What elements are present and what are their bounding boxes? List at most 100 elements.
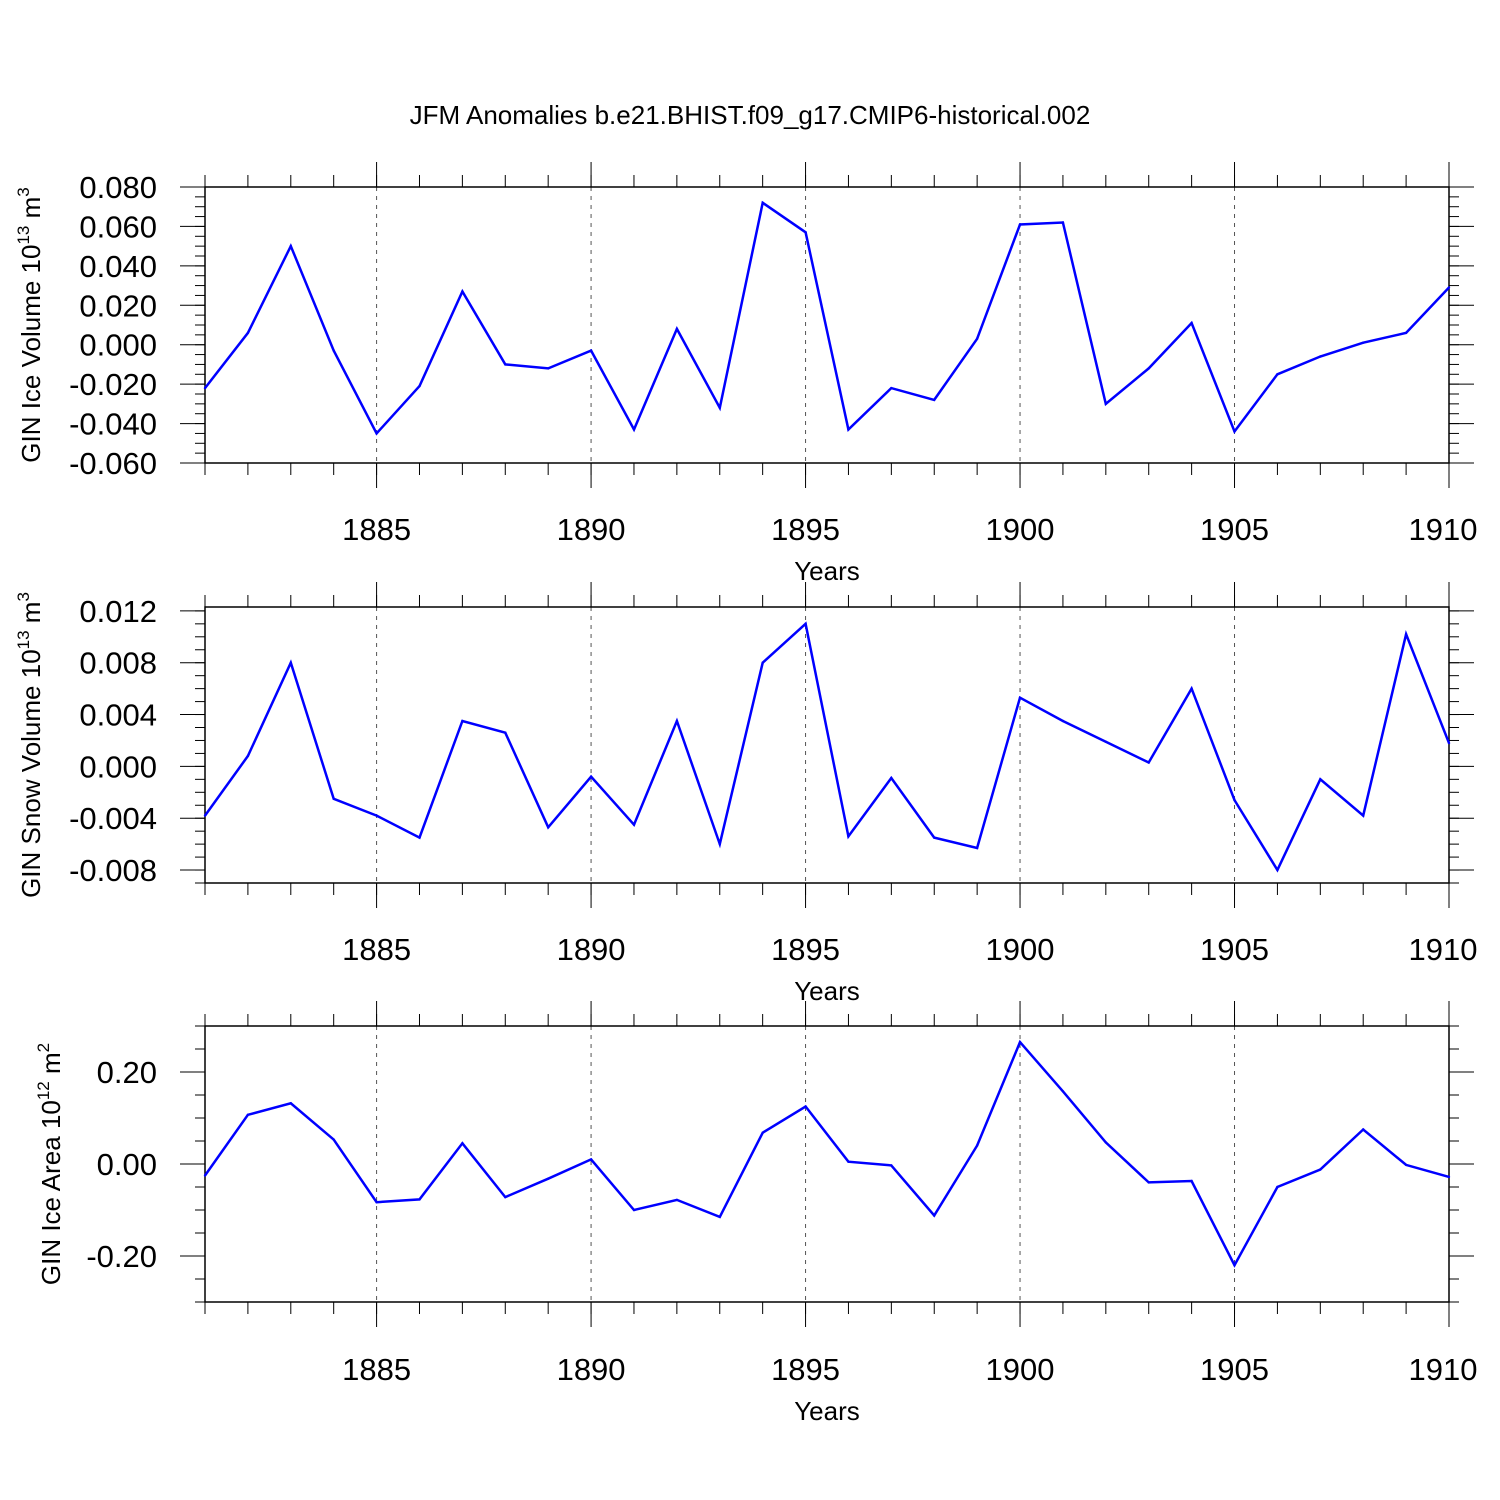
ice-volume-y-tick-label: 0.040 xyxy=(79,249,157,284)
ice-volume-x-tick-label: 1895 xyxy=(771,512,840,547)
ice-area-y-axis-title-unit-exponent: 2 xyxy=(34,1043,53,1052)
snow-volume-y-tick-label: 0.004 xyxy=(79,698,157,733)
ice-volume-x-tick-label: 1910 xyxy=(1409,512,1478,547)
ice-area-y-axis-title-unit: m xyxy=(36,1052,66,1081)
snow-volume-data-point-1908 xyxy=(1362,814,1365,817)
snow-volume-data-point-1886 xyxy=(418,836,421,839)
ice-volume-data-point-1905 xyxy=(1233,430,1236,433)
ice-volume-y-tick-label: 0.020 xyxy=(79,288,157,323)
ice-volume-data-point-1894 xyxy=(761,201,764,204)
ice-volume-data-point-1891 xyxy=(632,428,636,431)
snow-volume-data-point-1883 xyxy=(289,661,292,664)
ice-area-x-tick-label: 1895 xyxy=(771,1352,840,1387)
ice-area-data-point-1908 xyxy=(1362,1128,1365,1131)
ice-volume-y-tick-label: -0.020 xyxy=(69,367,157,402)
ice-area-data-point-1909 xyxy=(1404,1163,1408,1167)
ice-area-y-axis-title: GIN Ice Area 1012 m2 xyxy=(34,1043,66,1285)
ice-area-data-point-1884 xyxy=(332,1138,335,1141)
snow-volume-data-point-1897 xyxy=(890,776,893,780)
ice-area-y-tick-label: 0.20 xyxy=(97,1055,157,1090)
ice-area-data-point-1901 xyxy=(1061,1090,1065,1093)
ice-area-data-point-1890 xyxy=(589,1158,593,1161)
ice-volume-data-point-1898 xyxy=(933,398,936,402)
snow-volume-y-axis-title-text: GIN Snow Volume 10 xyxy=(16,649,46,898)
snow-volume-x-tick-label: 1910 xyxy=(1409,932,1478,967)
ice-volume-y-axis-title-unit: m xyxy=(16,197,46,226)
ice-volume-data-point-1883 xyxy=(289,244,292,248)
ice-area-x-tick-label: 1905 xyxy=(1200,1352,1269,1387)
snow-volume-data-point-1891 xyxy=(632,823,636,826)
snow-volume-y-tick-label: 0.008 xyxy=(79,646,157,681)
snow-volume-data-point-1888 xyxy=(504,731,507,734)
ice-volume-y-axis-title-text: GIN Ice Volume 10 xyxy=(16,245,46,463)
ice-area-data-point-1887 xyxy=(461,1142,464,1145)
ice-area-x-axis-title: Years xyxy=(794,1396,860,1426)
snow-volume-y-tick-label: -0.008 xyxy=(69,853,157,888)
snow-volume-data-point-1881 xyxy=(203,814,207,817)
snow-volume-data-point-1884 xyxy=(332,797,335,800)
snow-volume-y-tick-label: -0.004 xyxy=(69,801,157,836)
ice-volume-x-tick-label: 1900 xyxy=(986,512,1055,547)
snow-volume-data-point-1896 xyxy=(847,835,850,838)
ice-area-data-point-1882 xyxy=(246,1113,250,1117)
snow-volume-data-point-1882 xyxy=(246,754,250,758)
ice-volume-y-tick-label: 0.080 xyxy=(79,170,157,205)
ice-area-y-tick-label: 0.00 xyxy=(97,1147,157,1182)
ice-area-x-tick-label: 1900 xyxy=(986,1352,1055,1387)
snow-volume-x-tick-label: 1900 xyxy=(986,932,1055,967)
ice-area-data-point-1907 xyxy=(1319,1168,1322,1171)
ice-area-plot-frame xyxy=(204,1025,1450,1303)
ice-area-data-point-1885 xyxy=(375,1201,378,1204)
snow-volume-data-point-1898 xyxy=(933,836,936,839)
ice-area-data-point-1903 xyxy=(1147,1181,1150,1184)
ice-area-data-point-1906 xyxy=(1276,1185,1279,1189)
ice-volume-x-tick-label: 1885 xyxy=(342,512,411,547)
ice-area-data-point-1899 xyxy=(975,1144,979,1147)
ice-volume-plot-frame xyxy=(204,186,1450,464)
snow-volume-data-point-1909 xyxy=(1404,633,1408,636)
ice-volume-data-point-1886 xyxy=(418,384,421,388)
ice-volume-y-axis-title-exponent: 13 xyxy=(14,226,33,245)
ice-volume-data-point-1902 xyxy=(1104,402,1108,406)
snow-volume-data-point-1906 xyxy=(1276,868,1279,872)
panel-ice-area: -0.20 0.00 0.20 1885 1890 1895 1900 1905 1910 Yea… xyxy=(34,1001,1477,1426)
snow-volume-data-point-1907 xyxy=(1319,778,1322,781)
ice-volume-data-point-1906 xyxy=(1276,373,1279,376)
ice-volume-data-point-1888 xyxy=(504,363,507,366)
ice-volume-data-point-1881 xyxy=(203,386,207,390)
figure-title: JFM Anomalies b.e21.BHIST.f09_g17.CMIP6-… xyxy=(410,100,1091,130)
ice-volume-data-point-1900 xyxy=(1018,223,1022,226)
ice-area-data-point-1889 xyxy=(547,1177,550,1180)
ice-area-y-axis-title-text: GIN Ice Area 10 xyxy=(36,1100,66,1285)
ice-volume-data-point-1901 xyxy=(1061,221,1065,224)
snow-volume-data-point-1887 xyxy=(461,719,464,723)
panel-snow-volume: -0.008 -0.004 0.000 0.004 0.008 0.012 1885 1890… xyxy=(14,582,1477,1006)
ice-volume-data-point-1903 xyxy=(1147,367,1150,370)
ice-area-data-point-1883 xyxy=(289,1102,292,1105)
ice-volume-data-point-1899 xyxy=(975,337,979,340)
ice-volume-data-point-1884 xyxy=(332,349,335,352)
ice-volume-data-point-1890 xyxy=(589,349,593,352)
ice-area-data-point-1910 xyxy=(1447,1175,1451,1179)
ice-area-data-point-1894 xyxy=(761,1131,764,1134)
ice-area-data-point-1897 xyxy=(890,1164,893,1167)
ice-volume-y-tick-label: 0.000 xyxy=(79,328,157,363)
snow-volume-y-axis-title: GIN Snow Volume 1013 m3 xyxy=(14,592,46,898)
ice-volume-data-point-1897 xyxy=(890,386,893,390)
snow-volume-data-point-1900 xyxy=(1018,696,1022,699)
ice-area-data-point-1896 xyxy=(847,1160,850,1163)
ice-area-data-point-1881 xyxy=(203,1174,207,1177)
ice-area-data-point-1888 xyxy=(504,1195,507,1199)
ice-volume-data-point-1907 xyxy=(1319,355,1322,358)
snow-volume-y-tick-label: 0.000 xyxy=(79,749,157,784)
ice-volume-series-line xyxy=(204,200,1450,436)
ice-volume-y-axis-title: GIN Ice Volume 1013 m3 xyxy=(14,187,46,463)
ice-area-data-point-1895 xyxy=(804,1105,807,1108)
ice-volume-y-tick-label: 0.060 xyxy=(79,209,157,244)
snow-volume-data-point-1899 xyxy=(975,846,979,850)
ice-volume-data-point-1893 xyxy=(718,406,721,409)
snow-volume-data-point-1895 xyxy=(804,622,807,625)
ice-area-x-tick-label: 1910 xyxy=(1409,1352,1478,1387)
snow-volume-x-tick-label: 1895 xyxy=(771,932,840,967)
